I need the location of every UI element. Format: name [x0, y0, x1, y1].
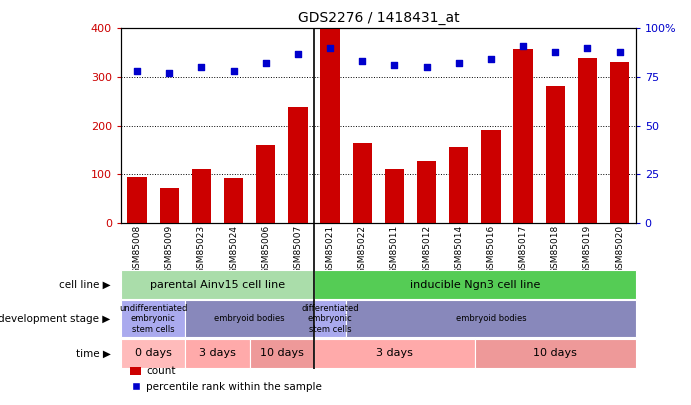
Text: GSM85021: GSM85021 — [325, 225, 334, 274]
Text: GSM85018: GSM85018 — [551, 225, 560, 274]
Text: GSM85009: GSM85009 — [164, 225, 173, 274]
Bar — [224, 178, 243, 223]
Text: differentiated
embryonic
stem cells: differentiated embryonic stem cells — [301, 304, 359, 334]
Text: cell line ▶: cell line ▶ — [59, 279, 111, 290]
Text: GSM85024: GSM85024 — [229, 225, 238, 274]
Bar — [121, 339, 185, 368]
Point — [582, 45, 593, 51]
Bar — [249, 339, 314, 368]
Point — [164, 70, 175, 76]
Point — [550, 49, 561, 55]
Text: 10 days: 10 days — [533, 348, 577, 358]
Text: GSM85023: GSM85023 — [197, 225, 206, 274]
Bar — [256, 145, 275, 223]
Bar — [475, 339, 636, 368]
Text: GSM85016: GSM85016 — [486, 225, 495, 274]
Text: 3 days: 3 days — [199, 348, 236, 358]
Point — [485, 56, 496, 63]
Bar — [314, 301, 346, 337]
Point — [518, 43, 529, 49]
Bar — [160, 188, 179, 223]
Bar — [191, 169, 211, 223]
Bar — [314, 339, 475, 368]
Text: GSM85017: GSM85017 — [519, 225, 528, 274]
Bar — [185, 339, 249, 368]
Bar — [121, 301, 185, 337]
Text: embryoid bodies: embryoid bodies — [214, 314, 285, 324]
Text: time ▶: time ▶ — [76, 348, 111, 358]
Point — [614, 49, 625, 55]
Point — [261, 60, 272, 66]
Legend: count, percentile rank within the sample: count, percentile rank within the sample — [126, 362, 326, 396]
Text: GSM85014: GSM85014 — [454, 225, 463, 274]
Text: GSM85020: GSM85020 — [615, 225, 624, 274]
Text: GSM85007: GSM85007 — [294, 225, 303, 274]
Text: 10 days: 10 days — [260, 348, 304, 358]
Text: inducible Ngn3 cell line: inducible Ngn3 cell line — [410, 279, 540, 290]
Bar — [346, 301, 636, 337]
Bar — [513, 49, 533, 223]
Point — [421, 64, 432, 70]
Text: GSM85011: GSM85011 — [390, 225, 399, 274]
Bar — [321, 29, 340, 223]
Text: GSM85012: GSM85012 — [422, 225, 431, 274]
Bar — [385, 169, 404, 223]
Text: GSM85006: GSM85006 — [261, 225, 270, 274]
Bar — [185, 301, 314, 337]
Text: 3 days: 3 days — [376, 348, 413, 358]
Point — [196, 64, 207, 70]
Title: GDS2276 / 1418431_at: GDS2276 / 1418431_at — [298, 11, 459, 25]
Bar — [288, 107, 307, 223]
Bar — [449, 147, 468, 223]
Bar — [127, 177, 146, 223]
Point — [325, 45, 336, 51]
Bar — [610, 62, 630, 223]
Text: GSM85019: GSM85019 — [583, 225, 592, 274]
Point — [389, 62, 400, 68]
Bar — [417, 161, 436, 223]
Bar — [121, 270, 314, 299]
Point — [357, 58, 368, 65]
Bar — [546, 86, 565, 223]
Point — [453, 60, 464, 66]
Bar — [352, 143, 372, 223]
Bar — [578, 58, 597, 223]
Point — [228, 68, 239, 75]
Text: parental Ainv15 cell line: parental Ainv15 cell line — [150, 279, 285, 290]
Text: 0 days: 0 days — [135, 348, 171, 358]
Text: GSM85022: GSM85022 — [358, 225, 367, 274]
Text: development stage ▶: development stage ▶ — [0, 314, 111, 324]
Text: GSM85008: GSM85008 — [133, 225, 142, 274]
Text: embryoid bodies: embryoid bodies — [455, 314, 527, 324]
Bar — [314, 270, 636, 299]
Text: undifferentiated
embryonic
stem cells: undifferentiated embryonic stem cells — [119, 304, 187, 334]
Point — [292, 50, 303, 57]
Point — [131, 68, 142, 75]
Bar — [481, 130, 500, 223]
